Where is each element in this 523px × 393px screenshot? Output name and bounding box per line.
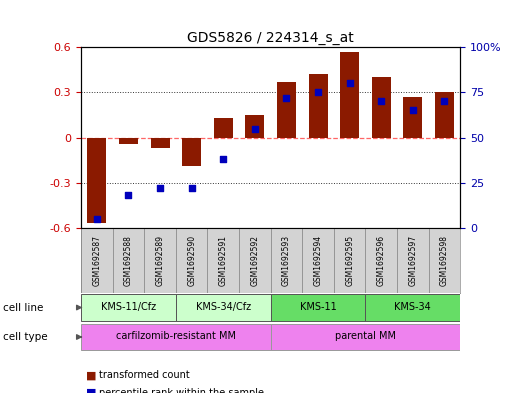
Text: GSM1692587: GSM1692587	[93, 235, 101, 286]
Bar	[271, 324, 460, 350]
Text: KMS-34/Cfz: KMS-34/Cfz	[196, 302, 251, 312]
Bar	[309, 74, 327, 138]
Bar	[429, 228, 460, 293]
Bar	[176, 228, 208, 293]
Text: GSM1692590: GSM1692590	[187, 235, 196, 286]
Bar	[112, 228, 144, 293]
Text: GSM1692593: GSM1692593	[282, 235, 291, 286]
Bar	[151, 138, 169, 148]
Bar	[271, 294, 366, 321]
Bar	[340, 51, 359, 138]
Text: parental MM: parental MM	[335, 331, 396, 342]
Text: GSM1692588: GSM1692588	[124, 235, 133, 286]
Text: GSM1692589: GSM1692589	[155, 235, 165, 286]
Bar	[176, 294, 271, 321]
Bar	[334, 228, 366, 293]
Text: GSM1692598: GSM1692598	[440, 235, 449, 286]
Point	[314, 89, 322, 95]
Text: GSM1692594: GSM1692594	[314, 235, 323, 286]
Point	[282, 95, 291, 101]
Bar	[302, 228, 334, 293]
Bar	[119, 138, 138, 143]
Text: cell type: cell type	[3, 332, 47, 342]
Bar	[81, 294, 176, 321]
Bar	[435, 92, 454, 138]
Bar	[208, 228, 239, 293]
Bar	[87, 138, 106, 223]
Title: GDS5826 / 224314_s_at: GDS5826 / 224314_s_at	[187, 31, 354, 45]
Text: carfilzomib-resistant MM: carfilzomib-resistant MM	[116, 331, 236, 342]
Point	[346, 80, 354, 86]
Bar	[245, 115, 264, 138]
Bar	[403, 97, 423, 138]
Bar	[366, 294, 460, 321]
Bar	[372, 77, 391, 138]
Text: ■: ■	[86, 370, 97, 380]
Bar	[81, 228, 112, 293]
Text: GSM1692595: GSM1692595	[345, 235, 354, 286]
Bar	[182, 138, 201, 166]
Point	[219, 156, 228, 162]
Bar	[144, 228, 176, 293]
Bar	[366, 228, 397, 293]
Bar	[239, 228, 271, 293]
Bar	[81, 324, 271, 350]
Point	[440, 98, 449, 105]
Text: transformed count: transformed count	[99, 370, 190, 380]
Text: cell line: cell line	[3, 303, 43, 312]
Point	[156, 185, 164, 191]
Bar	[397, 228, 429, 293]
Bar	[214, 118, 233, 138]
Text: GSM1692592: GSM1692592	[251, 235, 259, 286]
Point	[377, 98, 385, 105]
Bar	[277, 82, 296, 138]
Text: GSM1692597: GSM1692597	[408, 235, 417, 286]
Text: KMS-11: KMS-11	[300, 302, 336, 312]
Point	[187, 185, 196, 191]
Point	[124, 192, 133, 198]
Text: percentile rank within the sample: percentile rank within the sample	[99, 388, 264, 393]
Text: ■: ■	[86, 388, 97, 393]
Text: GSM1692591: GSM1692591	[219, 235, 228, 286]
Bar	[271, 228, 302, 293]
Point	[93, 216, 101, 222]
Text: GSM1692596: GSM1692596	[377, 235, 386, 286]
Point	[251, 125, 259, 132]
Point	[408, 107, 417, 114]
Text: KMS-34: KMS-34	[394, 302, 431, 312]
Text: KMS-11/Cfz: KMS-11/Cfz	[101, 302, 156, 312]
